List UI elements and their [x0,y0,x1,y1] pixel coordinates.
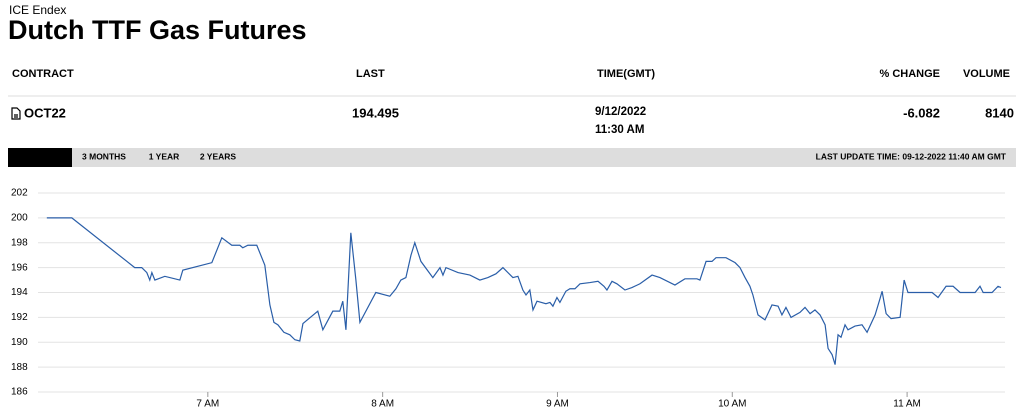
y-tick-label: 188 [11,362,28,373]
last-price: 194.495 [352,105,399,120]
last-update: LAST UPDATE TIME: 09-12-2022 11:40 AM GM… [816,151,1007,161]
x-tick-label: 10 AM [718,399,746,410]
time: 11:30 AM [595,124,644,136]
y-tick-label: 202 [11,188,28,199]
tab-bar [8,148,1016,167]
page-title: Dutch TTF Gas Futures [8,15,307,45]
column-header: LAST [356,68,385,80]
tab[interactable]: 3 MONTHS [82,151,126,161]
x-tick-label: 7 AM [196,399,219,410]
y-tick-label: 186 [11,387,28,398]
time: 9/12/2022 [595,106,646,118]
price-line [46,217,1002,365]
y-tick-label: 200 [11,213,28,224]
y-tick-label: 194 [11,287,28,298]
x-tick-label: 11 AM [893,399,921,410]
active-tab-bg [8,148,72,167]
column-header: % CHANGE [879,68,940,80]
y-tick-label: 190 [11,337,28,348]
column-header: CONTRACT [12,68,74,80]
x-tick-label: 9 AM [546,399,569,410]
column-header: TIME(GMT) [597,68,655,80]
y-tick-label: 196 [11,262,28,273]
percent-change: -6.082 [903,105,940,120]
y-tick-label: 198 [11,237,28,248]
tab[interactable]: 1 YEAR [149,151,180,161]
column-header: VOLUME [963,68,1010,80]
tab[interactable]: INTRADAY [18,151,61,161]
tab[interactable]: 2 YEARS [200,151,237,161]
volume: 8140 [985,105,1014,120]
y-tick-label: 192 [11,312,28,323]
x-tick-label: 8 AM [371,399,394,410]
contract: OCT22 [24,105,66,120]
exchange: ICE Endex [9,3,66,17]
file-icon [11,107,21,120]
